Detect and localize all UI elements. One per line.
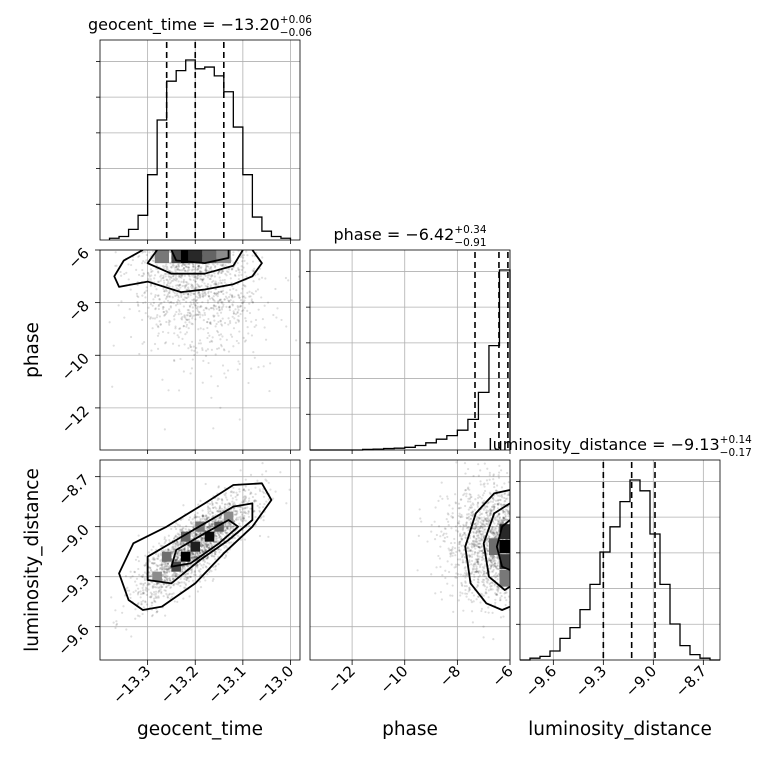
x-tick-label: −8.7 [672,662,710,700]
contour-level-1 [482,502,510,591]
y-tick-label: −8 [64,297,92,325]
grid-lines [100,40,300,240]
y-tick-label: −9.6 [54,621,92,659]
panel-frame [519,459,721,661]
density-squares [488,524,510,587]
hist-geocent_time [108,59,292,240]
y-tick-label: −12 [58,402,93,437]
y-tick-label: −9.3 [54,571,92,609]
x-tick-label: −9.6 [522,662,560,700]
contour-level-0 [464,489,510,611]
density-square [190,541,200,552]
scatter-points [108,250,300,431]
x-tick-label: −13.2 [157,662,202,707]
scatter-panel-geocent_time-vs-luminosity_distance [99,459,301,661]
density-square [499,554,510,570]
y-axis-luminosity_distance: −9.6 −9.3 −9.0 −8.7 luminosity_distance [22,468,100,659]
panel-frame [309,459,511,661]
contour-level-2 [170,250,230,265]
scatter-panel-phase-vs-luminosity_distance [309,459,511,661]
x-axis-luminosity_distance: −9.6 −9.3 −9.0 −8.7 luminosity_distance [522,660,712,740]
y-axis-phase: −12 −10 −8 −6 phase [22,244,100,437]
grid-lines [310,460,511,660]
x-axis-label-luminosity_distance: luminosity_distance [528,719,712,740]
x-tick-label: −9.0 [622,662,660,700]
x-tick-label: −8 [436,662,464,690]
contour-level-2 [170,519,239,568]
density-squares [154,250,231,264]
density-square [499,524,510,540]
density-square [161,551,172,562]
panel-frame [99,39,301,241]
density-square [188,250,203,264]
contour-level-0 [113,250,263,294]
contour-level-2 [495,519,510,571]
hist-panel-luminosity_distance: luminosity_distance = −9.13+0.14 −0.17 [488,434,752,661]
density-square [204,531,215,542]
x-tick-label: −12 [324,662,359,697]
y-axis-label-phase: phase [22,322,43,378]
y-tick-label: −6 [64,244,92,272]
x-tick-label: −13.1 [204,662,249,707]
x-axis-phase: −12 −10 −8 −6 phase [324,450,517,740]
density-square [180,531,191,542]
x-tick-label: −10 [376,662,411,697]
grid-lines [310,250,511,450]
density-square [214,521,224,532]
contour-level-0 [118,482,273,611]
y-tick-label: −9.0 [54,521,92,559]
grid-lines [520,460,720,660]
hist-phase [310,269,511,451]
grid-lines [100,460,300,660]
x-tick-label: −13.3 [109,662,154,707]
y-tick-label: −8.7 [54,471,92,509]
x-axis-label-phase: phase [382,719,438,740]
x-tick-label: −6 [488,662,516,690]
y-axis-label-luminosity_distance: luminosity_distance [22,468,43,652]
x-tick-label: −13.0 [252,662,297,707]
hist-panel-phase: phase = −6.42+0.34 −0.91 [306,224,511,451]
title-geocent_time: geocent_time = −13.20+0.06 −0.06 [88,14,312,39]
density-square [499,570,510,587]
scatter-panel-geocent_time-vs-phase [99,249,301,451]
density-square [152,571,162,582]
x-tick-label: −9.3 [572,662,610,700]
density-square [154,250,170,264]
y-tick-label: −10 [58,349,93,384]
hist-luminosity_distance [520,479,720,661]
panel-frame [99,249,301,451]
panel-frame [99,459,301,661]
title-luminosity_distance: luminosity_distance = −9.13+0.14 −0.17 [488,434,752,459]
density-square [499,540,510,554]
panel-frame [309,249,511,451]
density-square [488,538,500,555]
density-square [223,511,234,522]
title-phase: phase = −6.42+0.34 −0.91 [333,224,486,249]
x-axis-label-geocent_time: geocent_time [137,719,263,740]
density-square [180,551,191,562]
density-square [171,250,181,264]
hist-panel-geocent_time: geocent_time = −13.20+0.06 −0.06 [88,14,312,241]
density-square [202,250,217,264]
contour-level-1 [146,250,244,275]
contour-level-1 [146,502,254,585]
